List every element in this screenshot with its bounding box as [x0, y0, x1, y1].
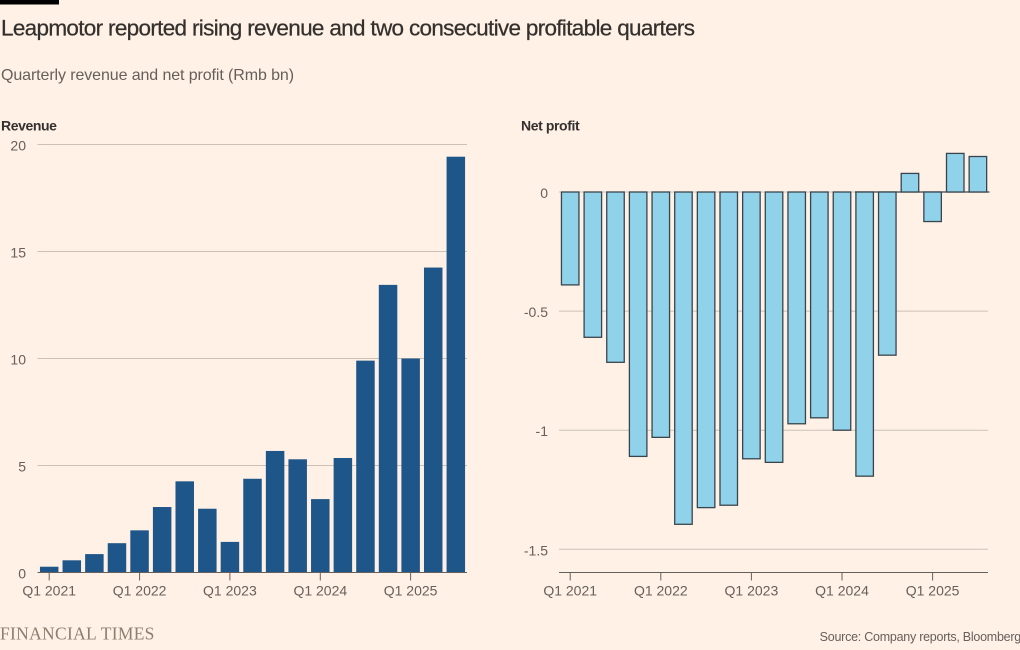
svg-text:Source: Company reports, Bloom: Source: Company reports, Bloomberg: [820, 630, 1020, 644]
svg-text:Net profit: Net profit: [521, 118, 580, 134]
svg-text:-1.5: -1.5: [524, 542, 548, 558]
svg-text:-0.5: -0.5: [524, 304, 548, 320]
svg-text:Q1 2024: Q1 2024: [815, 583, 869, 599]
svg-text:Q1 2022: Q1 2022: [634, 583, 688, 599]
svg-text:Q1 2022: Q1 2022: [113, 583, 167, 599]
svg-text:Q1 2023: Q1 2023: [725, 583, 779, 599]
svg-text:Quarterly revenue and net prof: Quarterly revenue and net profit (Rmb bn…: [1, 67, 294, 84]
svg-text:Q1 2021: Q1 2021: [22, 583, 76, 599]
svg-text:Q1 2021: Q1 2021: [543, 583, 597, 599]
svg-text:5: 5: [18, 459, 26, 475]
svg-text:20: 20: [10, 138, 26, 154]
svg-text:FINANCIAL TIMES: FINANCIAL TIMES: [0, 624, 155, 644]
svg-text:Q1 2023: Q1 2023: [203, 583, 257, 599]
svg-text:0: 0: [18, 566, 26, 582]
svg-text:Q1 2024: Q1 2024: [293, 583, 347, 599]
svg-text:-1: -1: [536, 423, 549, 439]
svg-text:Q1 2025: Q1 2025: [384, 583, 438, 599]
svg-text:10: 10: [10, 352, 26, 368]
svg-text:0: 0: [540, 185, 548, 201]
svg-text:Q1 2025: Q1 2025: [906, 583, 960, 599]
svg-text:Revenue: Revenue: [1, 118, 57, 134]
svg-text:15: 15: [10, 245, 26, 261]
svg-text:Leapmotor reported rising reve: Leapmotor reported rising revenue and tw…: [1, 16, 695, 41]
